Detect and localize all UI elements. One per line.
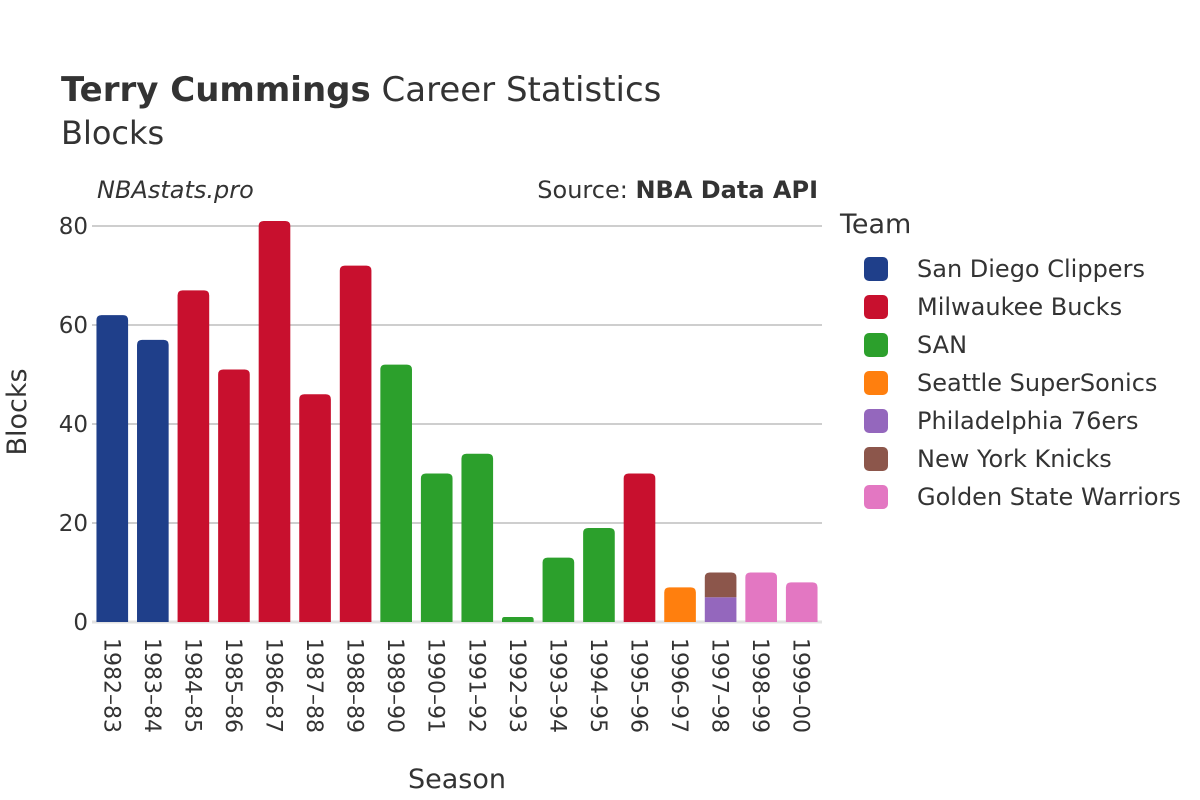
y-tick-label: 80 xyxy=(59,214,88,240)
x-tick-label: 1999–00 xyxy=(788,638,813,733)
x-tick-label: 1986–87 xyxy=(261,638,286,733)
bar-1983–84-san-diego-clippers[interactable] xyxy=(137,339,169,622)
bar-1985–86-milwaukee-bucks[interactable] xyxy=(218,369,250,622)
bar-1999–00-golden-state-warriors[interactable] xyxy=(785,582,818,622)
legend-swatch xyxy=(864,295,888,319)
legend-item[interactable]: New York Knicks xyxy=(864,440,1181,478)
x-tick-label: 1983–84 xyxy=(139,638,164,733)
legend-swatch xyxy=(864,447,888,471)
gridlines xyxy=(92,225,822,624)
source-credit: Source: NBA Data API xyxy=(537,176,818,204)
chart-title-rest: Career Statistics xyxy=(381,70,662,110)
legend-label: SAN xyxy=(917,331,968,359)
bar-1990–91-san[interactable] xyxy=(420,473,453,623)
legend-item[interactable]: Milwaukee Bucks xyxy=(864,288,1181,326)
source-name: NBA Data API xyxy=(635,176,818,204)
legend-item[interactable]: Seattle SuperSonics xyxy=(864,364,1181,402)
x-tick-label: 1993–94 xyxy=(544,638,569,733)
bar-1994–95-san[interactable] xyxy=(583,527,615,622)
bar-1989–90-san[interactable] xyxy=(380,364,412,622)
legend-label: Milwaukee Bucks xyxy=(917,293,1123,321)
bars xyxy=(96,221,818,623)
chart-title: Terry Cummings Career Statistics xyxy=(61,68,661,112)
y-tick-label: 0 xyxy=(73,610,88,636)
bar-1988–89-milwaukee-bucks[interactable] xyxy=(339,265,372,622)
x-tick-label: 1990–91 xyxy=(423,638,448,733)
x-tick-label: 1987–88 xyxy=(301,638,326,733)
x-tick-label: 1985–86 xyxy=(220,638,245,733)
bar-1997–98-new-york-knicks[interactable] xyxy=(704,572,737,598)
legend-swatch xyxy=(864,371,888,395)
chart-title-player: Terry Cummings xyxy=(61,70,371,110)
legend-label: New York Knicks xyxy=(917,445,1112,473)
bar-1997–98-philadelphia-76ers[interactable] xyxy=(704,597,737,622)
x-tick-label: 1982–83 xyxy=(98,638,123,733)
legend-swatch xyxy=(864,409,888,433)
bar-1998–99-golden-state-warriors[interactable] xyxy=(745,572,777,623)
x-tick-label: 1992–93 xyxy=(504,638,529,733)
bar-1986–87-milwaukee-bucks[interactable] xyxy=(258,221,291,623)
bar-1991–92-san[interactable] xyxy=(461,453,494,622)
x-tick-label: 1988–89 xyxy=(342,638,367,733)
legend-title: Team xyxy=(840,209,912,240)
x-tick-label: 1991–92 xyxy=(463,638,488,733)
y-tick-label: 20 xyxy=(59,511,88,537)
x-tick-labels: 1982–83 1983–84 1984–85 1985–86 1986–87 1987–… xyxy=(98,638,812,733)
x-tick-label: 1995–96 xyxy=(626,638,651,733)
legend-label: Philadelphia 76ers xyxy=(917,407,1139,435)
bar-1993–94-san[interactable] xyxy=(542,557,575,622)
legend: San Diego Clippers Milwaukee Bucks SAN Seat… xyxy=(864,250,1181,516)
chart-subtitle: Blocks xyxy=(61,114,165,152)
legend-label: San Diego Clippers xyxy=(917,255,1145,283)
bar-1984–85-milwaukee-bucks[interactable] xyxy=(177,290,210,622)
x-axis-title: Season xyxy=(408,764,506,795)
legend-swatch xyxy=(864,333,888,357)
legend-swatch xyxy=(864,257,888,281)
legend-label: Seattle SuperSonics xyxy=(917,369,1158,397)
watermark: NBAstats.pro xyxy=(97,176,254,204)
legend-item[interactable]: SAN xyxy=(864,326,1181,364)
legend-item[interactable]: Philadelphia 76ers xyxy=(864,402,1181,440)
bar-1992–93-san[interactable] xyxy=(502,617,534,622)
source-prefix: Source: xyxy=(537,176,636,204)
y-tick-label: 60 xyxy=(59,313,88,339)
x-tick-label: 1994–95 xyxy=(585,638,610,733)
x-tick-label: 1984–85 xyxy=(179,638,204,733)
x-tick-label: 1998–99 xyxy=(747,638,772,733)
legend-item[interactable]: Golden State Warriors xyxy=(864,478,1181,516)
y-tick-labels: 0 20 40 60 80 xyxy=(59,214,88,636)
bar-1995–96-milwaukee-bucks[interactable] xyxy=(623,473,656,623)
x-tick-label: 1997–98 xyxy=(707,638,732,733)
legend-item[interactable]: San Diego Clippers xyxy=(864,250,1181,288)
bar-1996–97-seattle-supersonics[interactable] xyxy=(664,587,696,622)
x-tick-label: 1989–90 xyxy=(382,638,407,733)
bar-1987–88-milwaukee-bucks[interactable] xyxy=(299,394,331,622)
x-tick-label: 1996–97 xyxy=(666,638,691,733)
legend-label: Golden State Warriors xyxy=(917,483,1181,511)
y-axis-title: Blocks xyxy=(2,368,33,455)
legend-swatch xyxy=(864,485,888,509)
bar-1982–83-san-diego-clippers[interactable] xyxy=(96,315,129,622)
y-tick-label: 40 xyxy=(59,412,88,438)
